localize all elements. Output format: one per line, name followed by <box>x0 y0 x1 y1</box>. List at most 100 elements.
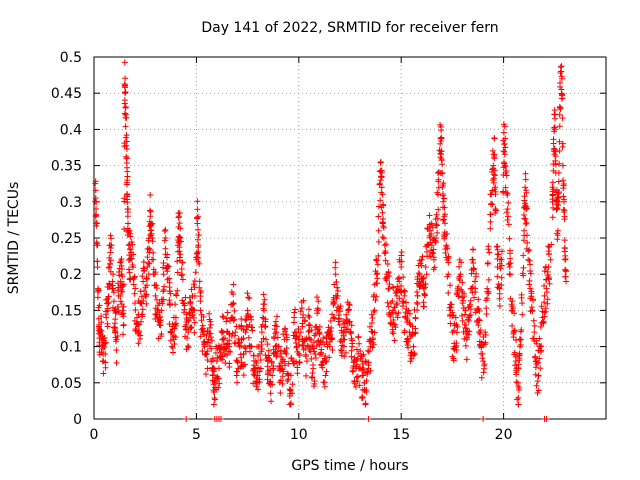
data-point <box>121 110 128 117</box>
data-point <box>132 285 139 292</box>
data-point <box>362 400 369 407</box>
data-point <box>380 224 387 231</box>
data-point <box>490 171 497 178</box>
data-point <box>509 298 516 305</box>
data-point <box>502 163 509 170</box>
data-point <box>111 320 118 327</box>
data-point <box>112 338 119 345</box>
data-point <box>472 285 479 292</box>
data-point <box>160 288 167 295</box>
data-point <box>200 341 207 348</box>
data-point <box>268 398 275 405</box>
data-point <box>200 314 207 321</box>
data-point <box>533 337 540 344</box>
data-point <box>496 284 503 291</box>
data-point <box>325 324 332 331</box>
data-point <box>295 326 302 333</box>
data-point <box>404 335 411 342</box>
data-point <box>525 256 532 263</box>
data-point <box>92 180 99 187</box>
data-point <box>505 221 512 228</box>
data-point <box>482 331 489 338</box>
data-point <box>365 416 372 422</box>
data-point <box>146 207 153 214</box>
data-point <box>118 266 125 273</box>
data-point <box>167 290 174 297</box>
data-point <box>379 234 386 241</box>
data-point <box>462 342 469 349</box>
data-point <box>480 358 487 365</box>
data-point <box>204 356 211 363</box>
data-point <box>347 328 354 335</box>
data-point <box>556 138 563 145</box>
data-point <box>120 322 127 329</box>
data-point <box>306 314 313 321</box>
data-point <box>466 301 473 308</box>
data-point <box>498 256 505 263</box>
data-point <box>522 170 529 177</box>
data-point <box>559 115 566 122</box>
data-point <box>327 318 334 325</box>
data-point <box>434 215 441 222</box>
data-point <box>126 227 133 234</box>
data-point <box>364 368 371 375</box>
data-point <box>315 298 322 305</box>
data-point <box>177 225 184 232</box>
data-point <box>158 331 165 338</box>
data-point <box>94 294 101 301</box>
data-point <box>332 264 339 271</box>
data-point <box>226 360 233 367</box>
data-point <box>213 358 220 365</box>
data-point <box>298 305 305 312</box>
data-point <box>325 332 332 339</box>
data-point <box>93 199 100 206</box>
data-point <box>375 213 382 220</box>
data-point <box>386 273 393 280</box>
data-point <box>441 211 448 218</box>
data-point <box>337 308 344 315</box>
data-point <box>532 364 539 371</box>
data-point <box>502 135 509 142</box>
data-point <box>123 179 130 186</box>
data-point <box>438 137 445 144</box>
data-point <box>246 348 253 355</box>
data-point <box>218 329 225 336</box>
data-point <box>160 271 167 278</box>
data-point <box>494 273 501 280</box>
data-point <box>288 355 295 362</box>
data-point <box>171 341 178 348</box>
data-point <box>374 280 381 287</box>
data-point <box>452 314 459 321</box>
data-point <box>368 319 375 326</box>
data-point <box>342 349 349 356</box>
data-point <box>504 190 511 197</box>
data-point <box>333 295 340 302</box>
data-point <box>268 359 275 366</box>
data-point <box>395 309 402 316</box>
data-point <box>430 254 437 261</box>
data-point <box>408 332 415 339</box>
data-point <box>456 273 463 280</box>
data-point <box>253 383 260 390</box>
data-point <box>353 346 360 353</box>
data-point <box>187 325 194 332</box>
data-point <box>440 195 447 202</box>
data-point <box>149 234 156 241</box>
data-point <box>561 216 568 223</box>
x-tick-label: 20 <box>495 427 513 443</box>
data-point <box>162 245 169 252</box>
y-tick-label: 0.05 <box>51 376 82 392</box>
data-point <box>172 322 179 329</box>
data-point <box>466 312 473 319</box>
data-point <box>365 362 372 369</box>
data-point <box>559 95 566 102</box>
data-point <box>507 260 514 267</box>
data-point <box>537 365 544 372</box>
data-point <box>384 299 391 306</box>
data-point <box>462 324 469 331</box>
data-point <box>240 335 247 342</box>
data-point <box>373 293 380 300</box>
data-point <box>195 226 202 233</box>
data-point <box>123 114 130 121</box>
data-point <box>505 199 512 206</box>
